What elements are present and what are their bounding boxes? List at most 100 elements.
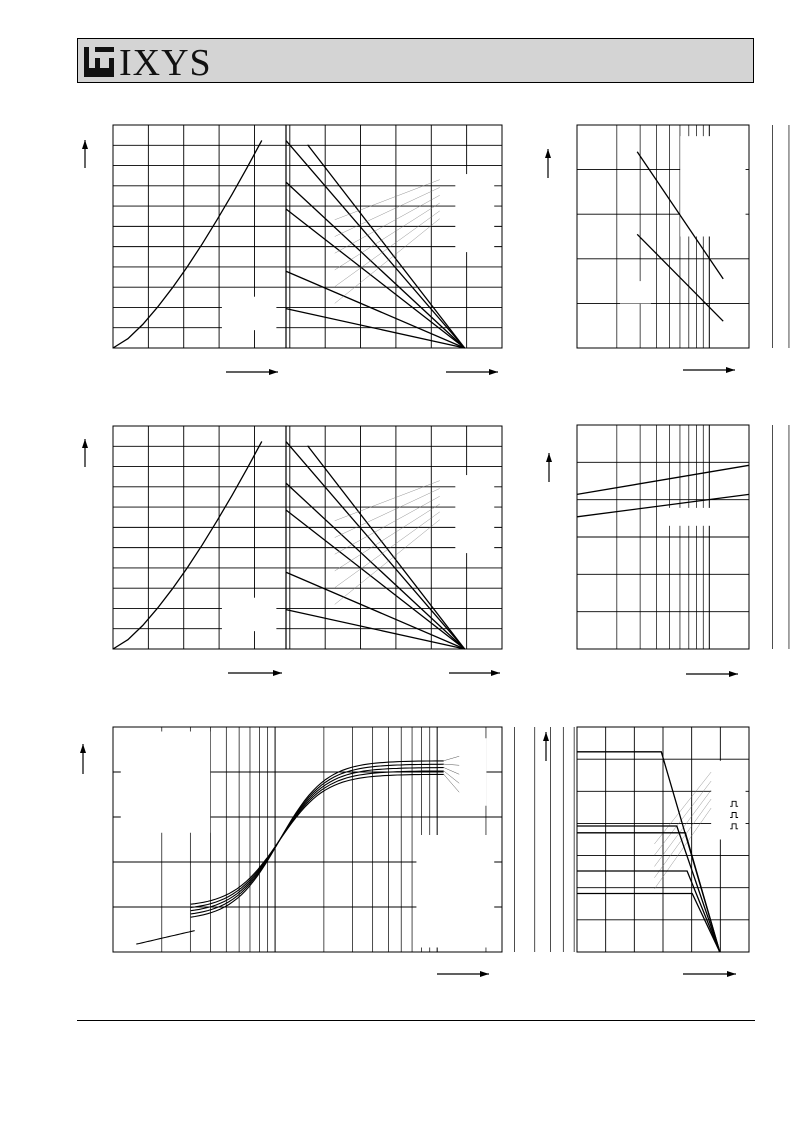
fan-series-line <box>285 482 466 650</box>
brand-name: IXYS <box>119 42 212 84</box>
axis-arrow-head <box>726 367 735 373</box>
label-mask <box>221 296 277 331</box>
annotation-leader <box>443 756 460 761</box>
y-axis-arrow <box>543 732 549 761</box>
x-axis-arrow <box>228 670 282 676</box>
series-line <box>636 233 724 322</box>
annotation-leader <box>443 767 460 775</box>
label-mask <box>443 738 487 806</box>
chart-middle-left <box>112 425 503 650</box>
annotation-leader <box>334 187 440 237</box>
fan-series-line <box>285 307 465 349</box>
x-axis-arrow <box>683 367 735 373</box>
y-axis-arrow <box>80 744 86 774</box>
series-line <box>577 870 721 953</box>
series-line <box>190 767 444 912</box>
axis-arrow-head <box>82 140 88 149</box>
fan-series-line <box>307 144 466 349</box>
axis-arrow-head <box>546 453 552 462</box>
annotation-leader <box>334 218 440 304</box>
series-line <box>136 930 195 945</box>
page-header: IXYS <box>77 38 754 84</box>
axis-arrow-head <box>82 439 88 448</box>
label-mask <box>416 835 495 948</box>
plot-frame <box>112 425 503 650</box>
axis-arrow-head <box>729 671 738 677</box>
transfer-curve <box>112 140 263 349</box>
fan-series-line <box>285 270 465 349</box>
label-mask <box>663 507 715 526</box>
x-axis-arrow <box>683 971 736 977</box>
annotation-leader <box>334 202 440 271</box>
transfer-curve <box>112 441 263 650</box>
series-line <box>576 493 750 518</box>
fan-series-line <box>285 208 466 349</box>
y-axis-arrow <box>82 439 88 467</box>
fan-series-line <box>285 608 465 650</box>
axis-arrow-head <box>273 670 282 676</box>
annotation-leader <box>443 770 460 784</box>
annotation-leader <box>334 496 440 555</box>
annotation-leader <box>443 763 460 766</box>
axis-arrow-head <box>480 971 489 977</box>
fan-series-line <box>285 571 465 650</box>
annotation-leader <box>334 488 440 538</box>
annotation-leader <box>334 503 440 572</box>
annotation-leader <box>334 519 440 605</box>
series-line <box>190 760 444 918</box>
label-mask <box>120 731 211 833</box>
axis-arrow-head <box>543 732 549 741</box>
label-mask <box>455 475 495 554</box>
label-mask <box>620 281 651 304</box>
footer-rule <box>77 1020 755 1021</box>
chart-middle-right <box>576 424 790 650</box>
x-axis-arrow <box>686 671 738 677</box>
label-mask <box>680 136 746 237</box>
annotation-leader <box>443 774 460 793</box>
series-line <box>577 892 721 953</box>
plot-frame <box>112 124 503 349</box>
annotation-leader <box>334 480 440 521</box>
series-line <box>190 763 444 915</box>
fan-series-line <box>285 509 466 650</box>
annotation-leader <box>334 511 440 588</box>
pulse-icon <box>730 800 739 807</box>
chart-bottom-right <box>576 726 750 953</box>
y-axis-arrow <box>546 453 552 482</box>
annotation-leader <box>334 210 440 287</box>
x-axis-arrow <box>446 369 498 375</box>
axis-arrow-head <box>80 744 86 753</box>
series-line <box>190 770 444 909</box>
pulse-icon <box>730 812 739 818</box>
axis-arrow-head <box>269 369 278 375</box>
series-line <box>577 825 721 953</box>
annotation-leader <box>654 798 712 878</box>
pulse-icon <box>730 823 739 830</box>
axis-arrow-head <box>545 149 551 158</box>
x-axis-arrow <box>226 369 278 375</box>
chart-top-left <box>112 124 503 349</box>
series-line <box>636 151 724 280</box>
label-mask <box>711 760 746 840</box>
series-line <box>190 773 444 905</box>
fan-series-line <box>285 181 466 349</box>
chart-top-right <box>576 124 790 349</box>
annotation-leader <box>654 807 712 890</box>
y-axis-arrow <box>82 140 88 168</box>
y-axis-arrow <box>545 149 551 178</box>
series-line <box>576 464 750 496</box>
annotation-leader <box>334 195 440 254</box>
chart-bottom-left <box>112 726 593 953</box>
label-mask <box>221 597 277 632</box>
annotation-leader <box>654 780 712 856</box>
annotation-leader <box>654 789 712 867</box>
label-mask <box>455 174 495 253</box>
ixys-logo-icon <box>84 47 114 77</box>
annotation-leader <box>654 771 712 845</box>
series-line <box>577 832 721 953</box>
axis-arrow-head <box>727 971 736 977</box>
annotation-leader <box>334 179 440 220</box>
axis-arrow-head <box>489 369 498 375</box>
fan-series-line <box>307 445 466 650</box>
x-axis-arrow <box>437 971 489 977</box>
